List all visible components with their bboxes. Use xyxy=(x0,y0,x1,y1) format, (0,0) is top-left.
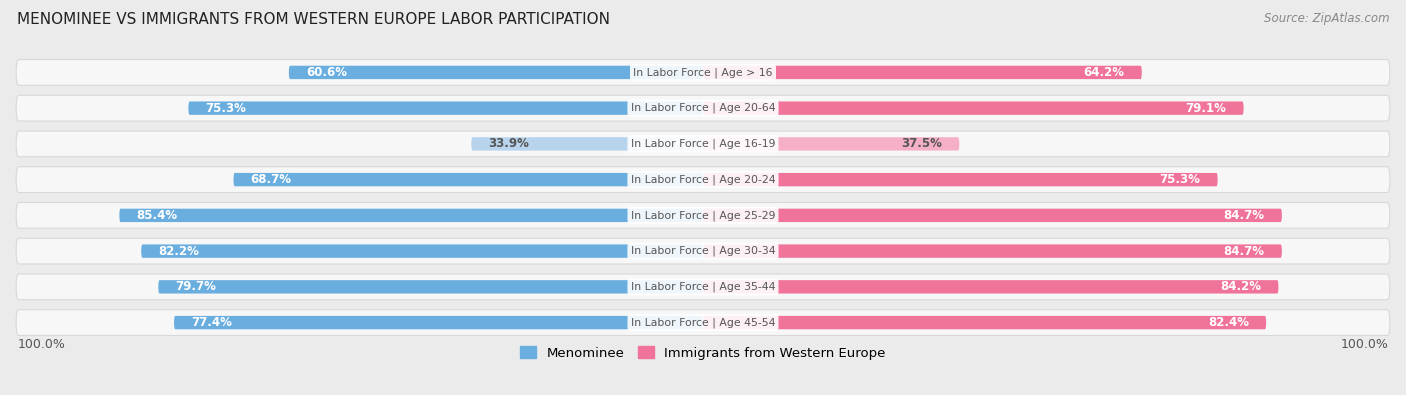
FancyBboxPatch shape xyxy=(174,316,703,329)
Text: In Labor Force | Age 30-34: In Labor Force | Age 30-34 xyxy=(631,246,775,256)
FancyBboxPatch shape xyxy=(703,173,1218,186)
Text: In Labor Force | Age > 16: In Labor Force | Age > 16 xyxy=(633,67,773,78)
Text: 79.1%: 79.1% xyxy=(1185,102,1226,115)
Text: 60.6%: 60.6% xyxy=(307,66,347,79)
FancyBboxPatch shape xyxy=(471,137,703,150)
FancyBboxPatch shape xyxy=(120,209,703,222)
Text: 85.4%: 85.4% xyxy=(136,209,177,222)
FancyBboxPatch shape xyxy=(141,245,703,258)
Text: In Labor Force | Age 35-44: In Labor Force | Age 35-44 xyxy=(631,282,775,292)
Text: 84.7%: 84.7% xyxy=(1223,209,1264,222)
Text: 84.7%: 84.7% xyxy=(1223,245,1264,258)
FancyBboxPatch shape xyxy=(15,60,1391,85)
FancyBboxPatch shape xyxy=(703,245,1282,258)
FancyBboxPatch shape xyxy=(15,274,1391,300)
Text: MENOMINEE VS IMMIGRANTS FROM WESTERN EUROPE LABOR PARTICIPATION: MENOMINEE VS IMMIGRANTS FROM WESTERN EUR… xyxy=(17,12,610,27)
FancyBboxPatch shape xyxy=(159,280,703,293)
FancyBboxPatch shape xyxy=(15,238,1391,264)
FancyBboxPatch shape xyxy=(288,66,703,79)
Text: 75.3%: 75.3% xyxy=(1160,173,1201,186)
FancyBboxPatch shape xyxy=(188,102,703,115)
FancyBboxPatch shape xyxy=(233,173,703,186)
Text: 79.7%: 79.7% xyxy=(176,280,217,293)
FancyBboxPatch shape xyxy=(703,66,1142,79)
FancyBboxPatch shape xyxy=(703,316,1267,329)
FancyBboxPatch shape xyxy=(15,95,1391,121)
Text: In Labor Force | Age 25-29: In Labor Force | Age 25-29 xyxy=(631,210,775,221)
FancyBboxPatch shape xyxy=(703,209,1282,222)
Text: In Labor Force | Age 20-24: In Labor Force | Age 20-24 xyxy=(631,174,775,185)
Text: 37.5%: 37.5% xyxy=(901,137,942,150)
Text: 82.2%: 82.2% xyxy=(159,245,200,258)
Text: 77.4%: 77.4% xyxy=(191,316,232,329)
FancyBboxPatch shape xyxy=(703,280,1278,293)
Text: 75.3%: 75.3% xyxy=(205,102,246,115)
Text: 100.0%: 100.0% xyxy=(17,338,66,351)
Text: 68.7%: 68.7% xyxy=(250,173,291,186)
Text: 64.2%: 64.2% xyxy=(1084,66,1125,79)
FancyBboxPatch shape xyxy=(703,137,959,150)
FancyBboxPatch shape xyxy=(15,203,1391,228)
Text: In Labor Force | Age 45-54: In Labor Force | Age 45-54 xyxy=(631,317,775,328)
Text: In Labor Force | Age 16-19: In Labor Force | Age 16-19 xyxy=(631,139,775,149)
Text: 84.2%: 84.2% xyxy=(1220,280,1261,293)
Text: 100.0%: 100.0% xyxy=(1340,338,1389,351)
FancyBboxPatch shape xyxy=(15,310,1391,335)
FancyBboxPatch shape xyxy=(703,102,1243,115)
FancyBboxPatch shape xyxy=(15,131,1391,157)
Text: 33.9%: 33.9% xyxy=(488,137,530,150)
Legend: Menominee, Immigrants from Western Europe: Menominee, Immigrants from Western Europ… xyxy=(515,341,891,365)
Text: In Labor Force | Age 20-64: In Labor Force | Age 20-64 xyxy=(631,103,775,113)
FancyBboxPatch shape xyxy=(15,167,1391,192)
Text: Source: ZipAtlas.com: Source: ZipAtlas.com xyxy=(1264,12,1389,25)
Text: 82.4%: 82.4% xyxy=(1208,316,1249,329)
